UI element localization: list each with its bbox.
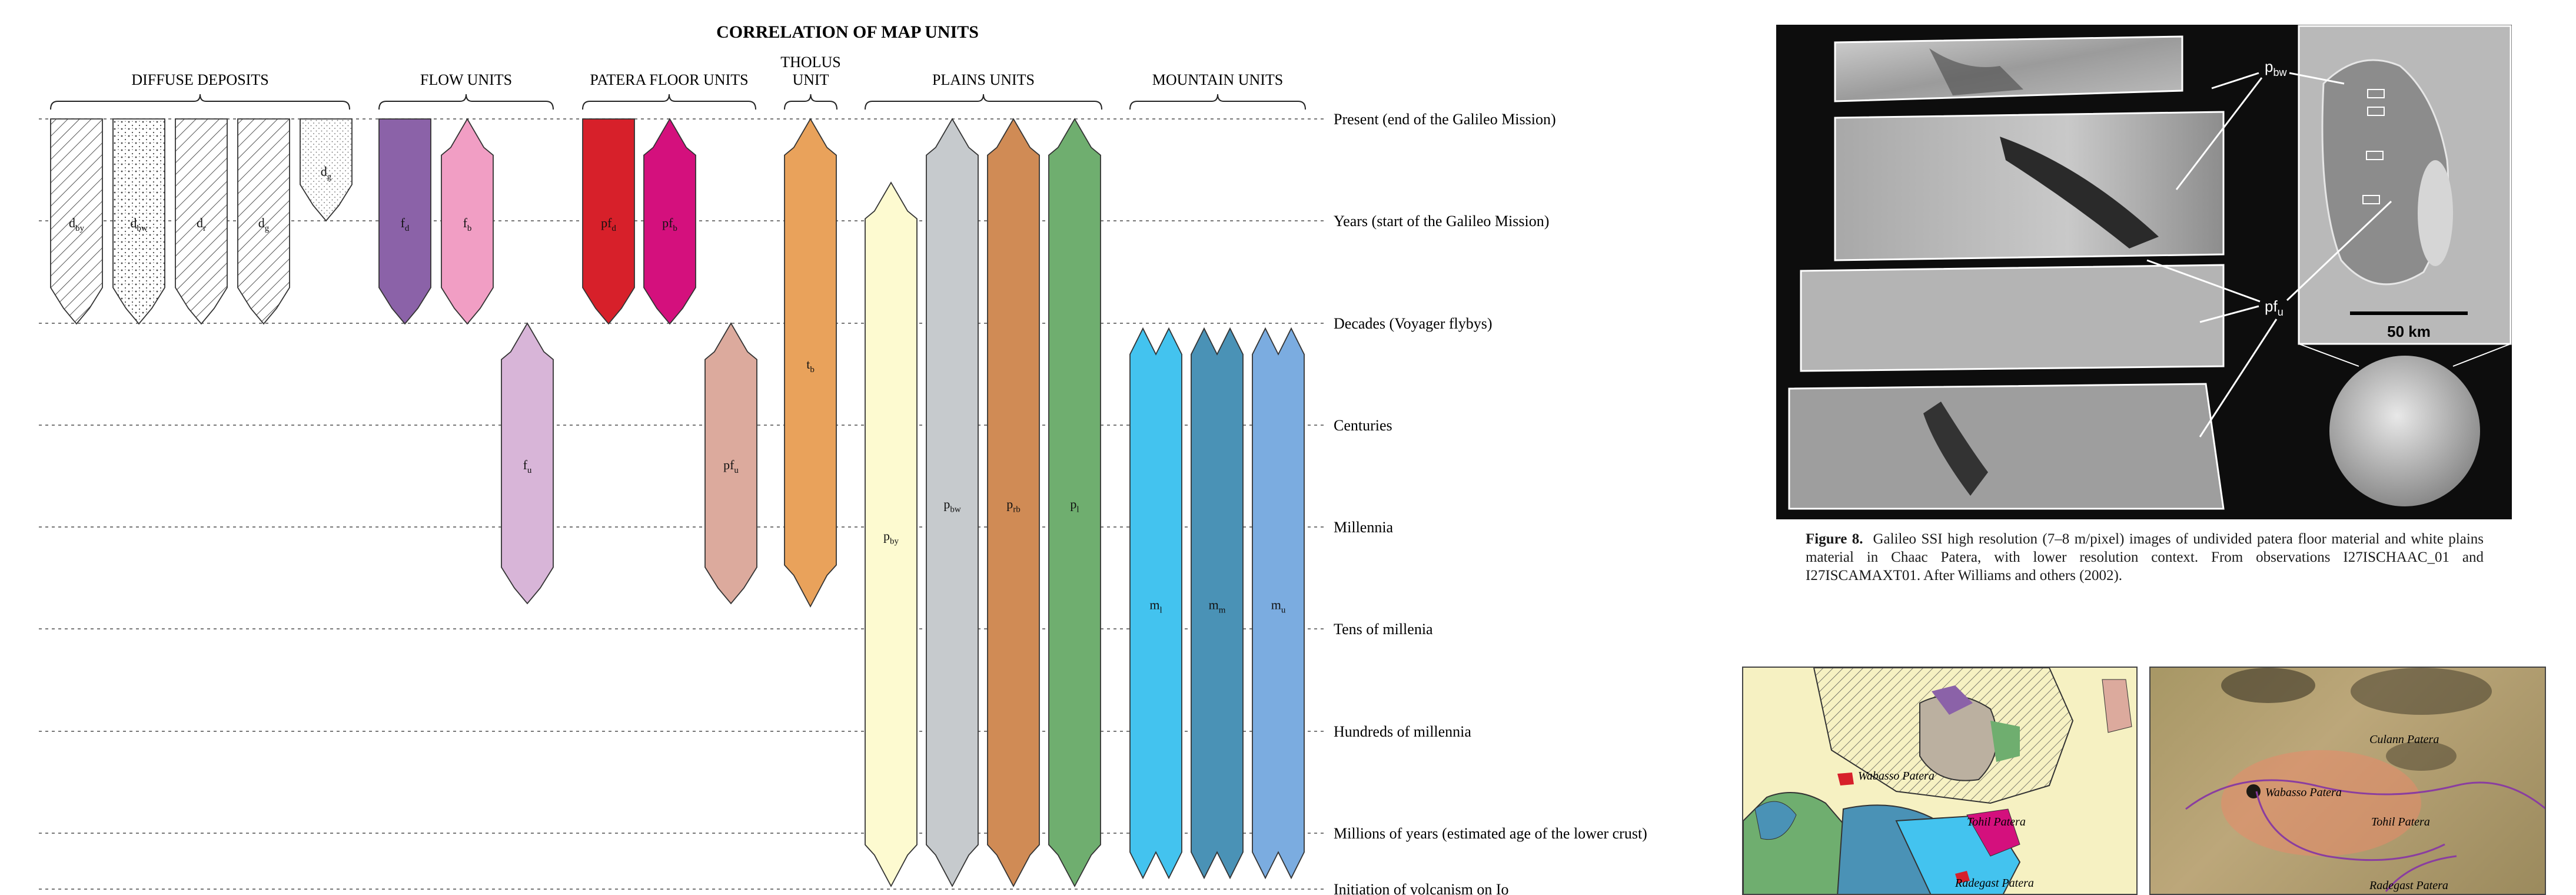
label-pfu: pfu [2265,297,2284,318]
image-strip-2 [1834,111,2225,261]
time-label: Tens of millenia [1334,621,1433,638]
time-lines: Present (end of the Galileo Mission) Year… [39,111,1647,895]
mosaic-label-radegast: Radegast Patera [2369,879,2448,892]
unit-label: dbw [130,216,148,233]
time-label: Millions of years (estimated age of the … [1334,825,1647,842]
color-mosaic: Culann Patera Wabasso Patera Tohil Pater… [2149,667,2546,895]
unit-label: pfd [601,216,616,233]
unit-label: dr [197,216,206,233]
unit-box [704,322,757,605]
unit-label: pfu [723,458,739,475]
galileo-image-mosaic: 50 km pbw pfu [1788,25,2512,510]
mosaic-label-culann: Culann Patera [2369,733,2439,746]
group-label: PATERA FLOOR UNITS [590,71,748,88]
unit-label: fu [523,458,532,475]
image-strip-1 [1834,35,2183,102]
annotation-arrows [2146,72,2392,437]
unit-label: mm [1209,598,1226,615]
unit-label: dg [321,164,332,182]
caption-lead: Figure 8. [1806,531,1863,547]
unit-box [50,118,103,325]
caption-text: Galileo SSI high resolution (7–8 m/pixel… [1806,531,2484,584]
figure-caption: Figure 8. Galileo SSI high resolution (7… [1806,530,2484,585]
unit-label: fd [401,216,410,233]
unit-box [865,181,918,887]
time-label: Present (end of the Galileo Mission) [1334,111,1556,128]
map-label-tohil: Tohil Patera [1967,816,2026,828]
group-label: DIFFUSE DEPOSITS [131,71,268,88]
unit-box [441,118,494,325]
unit-box [987,118,1040,887]
unit-label: tb [806,357,815,374]
group-label: THOLUS [780,54,841,71]
unit-box [175,118,228,325]
group-label: PLAINS UNITS [932,71,1035,88]
unit-label: dby [69,216,85,233]
unit-box [926,118,979,887]
group-brace [50,94,350,110]
group-label: MOUNTAIN UNITS [1152,71,1284,88]
correlation-diagram: CORRELATION OF MAP UNITS DIFFUSE DEPOSIT… [39,22,1647,895]
unit-label: ml [1149,598,1162,615]
image-strip-3 [1800,264,2225,372]
unit-box [112,118,165,325]
time-label: Hundreds of millennia [1334,723,1471,740]
unit-label: dg [258,216,270,233]
unit-box [1191,327,1244,880]
unit-box [501,322,554,605]
unit-label: pby [883,529,899,546]
unit-box [1048,118,1101,887]
unit-boxes: dby dbw dr dg dg fd fb fu pfd pfb pfu tb pby pbw prb pl… [50,118,1305,887]
time-label: Millennia [1334,519,1394,536]
diagram-title: CORRELATION OF MAP UNITS [716,22,979,42]
unit-label: pfb [662,216,677,233]
group-label-line2: UNIT [792,71,829,88]
group-brace [378,94,554,110]
time-label: Centuries [1334,417,1392,434]
unit-label: pl [1070,497,1079,515]
group-brace [1129,94,1306,110]
geologic-map: Wabasso Patera Tohil Patera Radegast Pat… [1742,667,2138,895]
unit-box [378,118,431,325]
unit-box [582,118,635,325]
unit-box [1252,327,1305,880]
time-label: Initiation of volcanism on Io [1334,881,1509,895]
unit-label: mu [1271,598,1286,615]
mosaic-label-wabasso: Wabasso Patera [2265,786,2342,799]
group-brace [582,94,756,110]
unit-box [237,118,290,325]
io-globe [2329,356,2480,506]
group-brace [784,94,837,110]
map-label-radegast: Radegast Patera [1955,877,2034,890]
map-label-wabasso: Wabasso Patera [1858,770,1935,783]
group-label: FLOW UNITS [420,71,512,88]
unit-label: prb [1006,497,1021,515]
time-label: Years (start of the Galileo Mission) [1334,213,1549,230]
galileo-image-panel: 50 km pbw pfu [1776,25,2512,519]
unit-box [1129,327,1182,880]
label-pbw: pbw [2265,58,2287,78]
group-headers: DIFFUSE DEPOSITS FLOW UNITS PATERA FLOOR U… [50,54,1306,110]
unit-label: pbw [943,497,961,515]
mosaic-label-tohil: Tohil Patera [2371,816,2430,828]
unit-label: fb [463,216,472,233]
time-label: Decades (Voyager flybys) [1334,315,1493,332]
image-strip-4 [1788,383,2225,510]
unit-box [300,118,353,222]
unit-box [784,118,837,608]
group-brace [865,94,1102,110]
unit-box [643,118,696,325]
scale-bar-label: 50 km [2387,323,2431,340]
